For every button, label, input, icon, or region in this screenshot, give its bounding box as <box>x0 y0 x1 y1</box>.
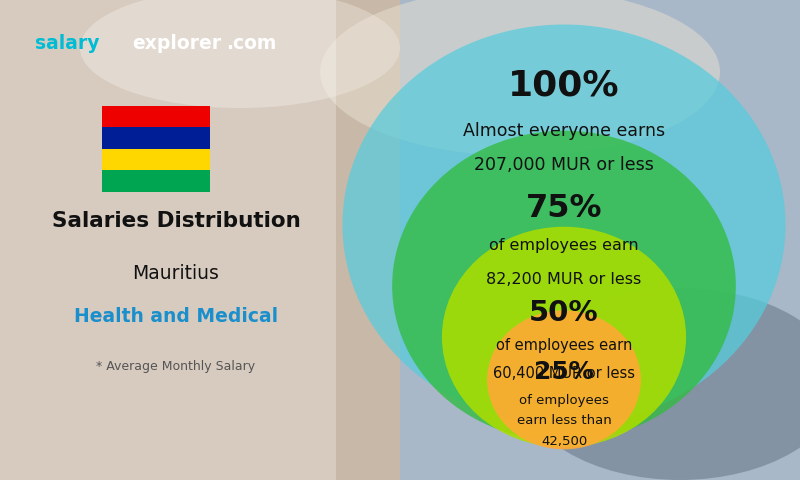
Ellipse shape <box>320 0 720 156</box>
Ellipse shape <box>80 0 400 108</box>
Circle shape <box>487 311 641 449</box>
Circle shape <box>442 227 686 447</box>
Bar <box>102 170 210 192</box>
Bar <box>400 0 800 480</box>
Text: 60,400 MUR or less: 60,400 MUR or less <box>493 366 635 381</box>
Text: 75%: 75% <box>526 193 602 224</box>
Text: 25%: 25% <box>534 360 594 384</box>
Text: Almost everyone earns: Almost everyone earns <box>463 122 665 140</box>
Text: explorer: explorer <box>132 34 222 53</box>
Text: 207,000 MUR or less: 207,000 MUR or less <box>474 156 654 174</box>
Ellipse shape <box>520 288 800 480</box>
Bar <box>0 0 400 480</box>
Text: .com: .com <box>226 34 277 53</box>
Bar <box>102 106 210 127</box>
Text: Health and Medical: Health and Medical <box>74 307 278 326</box>
Text: earn less than: earn less than <box>517 414 611 427</box>
Bar <box>102 149 210 170</box>
Circle shape <box>342 24 786 425</box>
Text: 50%: 50% <box>529 299 599 326</box>
Text: of employees earn: of employees earn <box>489 238 639 252</box>
Text: salary: salary <box>35 34 99 53</box>
Text: Mauritius: Mauritius <box>133 264 219 283</box>
Bar <box>102 127 210 149</box>
Text: 82,200 MUR or less: 82,200 MUR or less <box>486 272 642 288</box>
Text: of employees earn: of employees earn <box>496 338 632 353</box>
Bar <box>0 0 336 480</box>
Text: Salaries Distribution: Salaries Distribution <box>52 211 300 231</box>
Text: 100%: 100% <box>508 69 620 103</box>
Circle shape <box>392 131 736 441</box>
Text: of employees: of employees <box>519 394 609 407</box>
Text: * Average Monthly Salary: * Average Monthly Salary <box>97 360 255 373</box>
Text: 42,500: 42,500 <box>541 435 587 448</box>
